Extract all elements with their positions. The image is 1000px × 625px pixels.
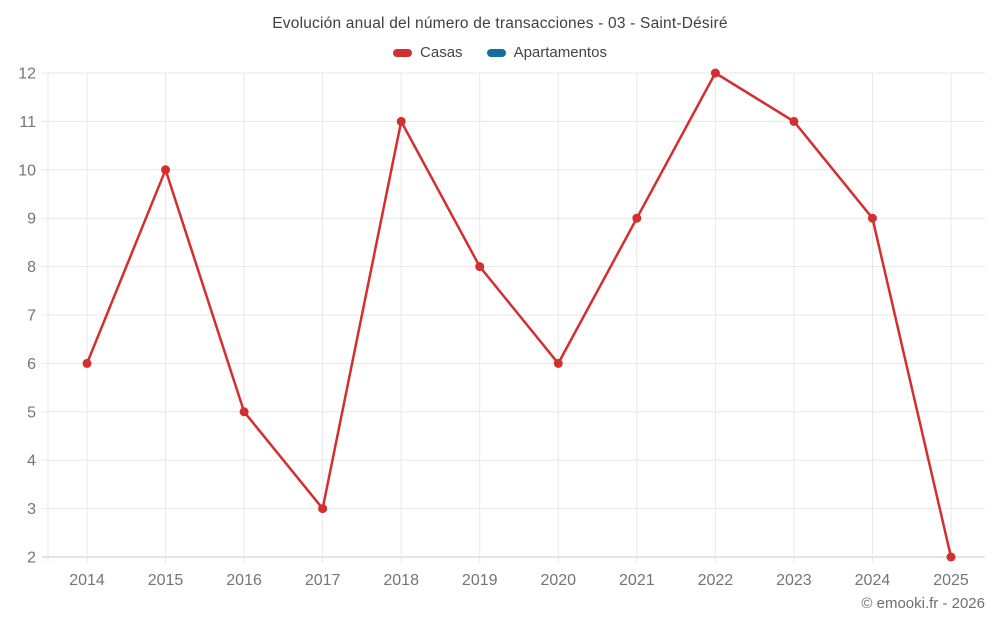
y-tick-label: 5: [27, 404, 36, 421]
data-point-2025[interactable]: [946, 552, 956, 562]
data-point-2021[interactable]: [632, 213, 642, 223]
legend-item-casas[interactable]: Casas: [393, 44, 463, 61]
data-point-2023[interactable]: [789, 116, 799, 126]
x-tick-label: 2024: [855, 572, 891, 589]
y-tick-label: 7: [27, 308, 36, 325]
x-tick-label: 2023: [776, 572, 812, 589]
data-point-2020[interactable]: [553, 358, 563, 368]
x-tick-label: 2021: [619, 572, 655, 589]
x-tick-label: 2025: [933, 572, 969, 589]
legend-label: Apartamentos: [513, 44, 607, 61]
y-tick-label: 6: [27, 356, 36, 373]
legend-item-apartamentos[interactable]: Apartamentos: [486, 44, 607, 61]
data-point-2018[interactable]: [396, 116, 406, 126]
data-point-2015[interactable]: [161, 165, 171, 175]
data-point-2017[interactable]: [318, 504, 328, 514]
data-point-2024[interactable]: [867, 213, 877, 223]
x-tick-label: 2020: [540, 572, 576, 589]
data-point-2014[interactable]: [82, 358, 92, 368]
x-tick-label: 2017: [305, 572, 341, 589]
y-tick-label: 9: [27, 211, 36, 228]
x-tick-label: 2016: [226, 572, 262, 589]
data-point-2019[interactable]: [475, 262, 485, 272]
y-tick-label: 3: [27, 501, 36, 518]
copyright-footer: © emooki.fr - 2026: [861, 595, 985, 612]
x-tick-label: 2015: [148, 572, 184, 589]
data-point-2022[interactable]: [710, 68, 720, 78]
y-tick-label: 11: [19, 114, 36, 131]
y-tick-label: 4: [27, 453, 36, 470]
legend-label: Casas: [420, 44, 463, 61]
y-tick-label: 12: [18, 66, 36, 83]
y-tick-label: 8: [27, 259, 36, 276]
legend-swatch: [486, 48, 506, 57]
data-point-2016[interactable]: [239, 407, 249, 417]
legend-swatch: [393, 48, 413, 57]
chart-title: Evolución anual del número de transaccio…: [272, 15, 728, 32]
x-tick-label: 2019: [462, 572, 498, 589]
x-tick-label: 2014: [69, 572, 105, 589]
y-tick-label: 2: [27, 550, 36, 567]
chart-legend: Casas Apartamentos: [0, 44, 1000, 61]
y-tick-label: 10: [18, 162, 36, 179]
series-line-casas: [85, 71, 953, 559]
x-tick-label: 2018: [383, 572, 419, 589]
x-tick-label: 2022: [698, 572, 734, 589]
